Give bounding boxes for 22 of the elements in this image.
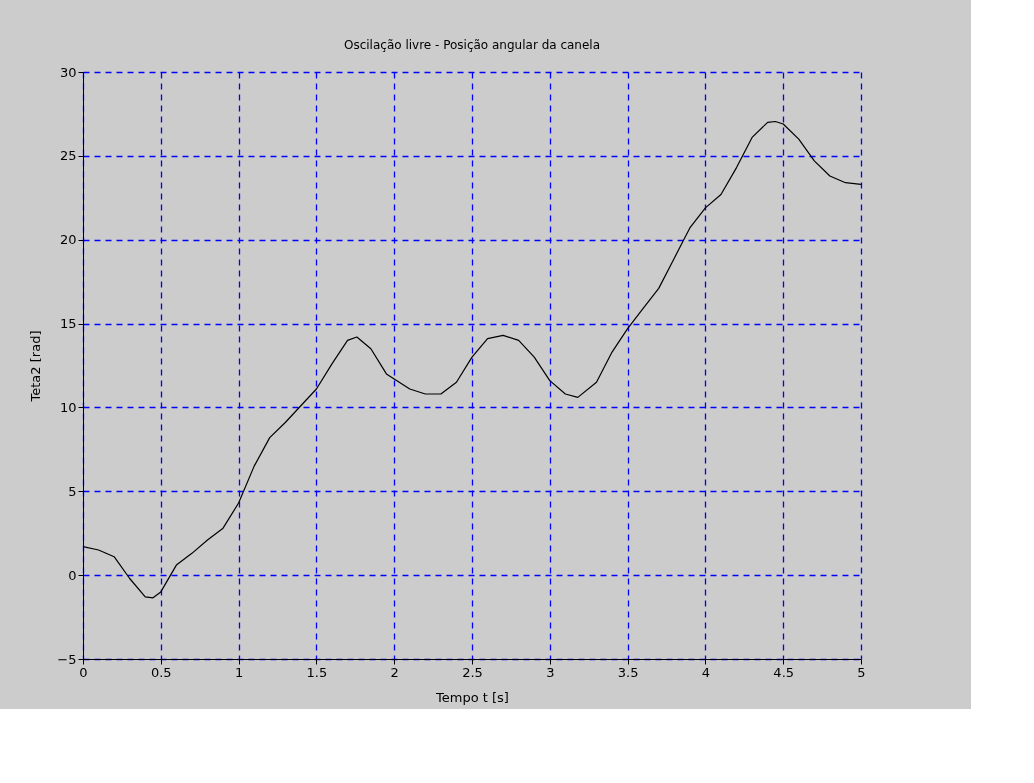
y-tick-label: 30 (59, 64, 77, 80)
x-tick-label: 3 (546, 664, 555, 680)
y-tick-label: −5 (57, 651, 77, 667)
x-tick-label: 3.5 (617, 664, 639, 680)
x-tick-label: 2.5 (462, 664, 483, 680)
x-tick-label: 4 (701, 664, 711, 680)
x-tick-label: 2 (390, 664, 399, 680)
x-tick-label: 0.5 (150, 664, 172, 680)
x-tick-label: 0 (79, 664, 88, 680)
y-tick-label: 20 (59, 232, 77, 248)
x-tick-label: 4.5 (773, 664, 795, 680)
x-tick-label: 1.5 (306, 664, 328, 680)
y-tick-label: 5 (68, 483, 77, 499)
x-tick-label: 5 (857, 664, 866, 680)
y-tick-label: 25 (59, 148, 77, 164)
y-tick-label: 0 (68, 567, 77, 583)
y-tick-label: 15 (59, 316, 77, 332)
y-axis-title: Teta2 [rad] (28, 330, 44, 403)
x-tick-label: 1 (234, 664, 244, 680)
y-tick-label: 10 (59, 399, 77, 415)
chart-title: Oscilação livre - Posição angular da canela (343, 38, 601, 52)
x-axis-title: Tempo t [s] (435, 689, 509, 705)
